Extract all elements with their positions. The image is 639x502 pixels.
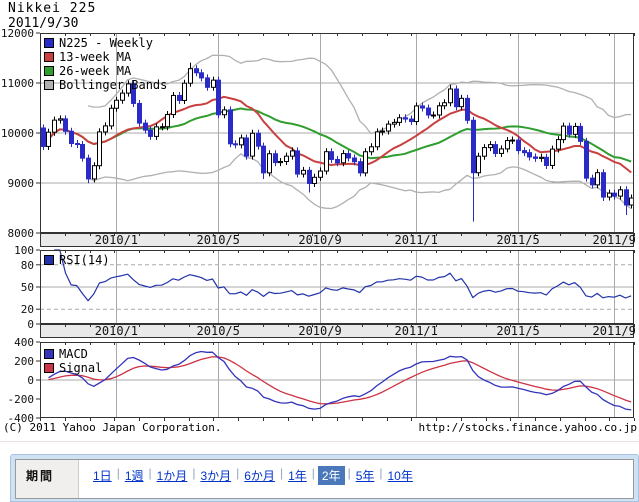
svg-text:2011/5: 2011/5 <box>496 233 539 247</box>
period-option-2年[interactable]: 2年 <box>317 466 345 485</box>
main-legend: N225 - Weekly 13-week MA 26-week MA Boll… <box>44 36 167 92</box>
svg-text:12000: 12000 <box>1 27 34 40</box>
legend-item-ma13: 13-week MA <box>44 50 167 64</box>
period-separator: | <box>236 466 240 480</box>
bollinger-swatch-icon <box>44 80 54 90</box>
svg-text:2010/1: 2010/1 <box>95 324 138 338</box>
svg-text:0: 0 <box>27 318 34 331</box>
svg-text:8000: 8000 <box>8 227 35 240</box>
svg-text:2010/5: 2010/5 <box>197 233 240 247</box>
svg-text:-400: -400 <box>8 412 35 425</box>
ma26-swatch-icon <box>44 66 54 76</box>
period-separator: | <box>148 466 152 480</box>
legend-item-signal: Signal <box>44 361 102 375</box>
period-option-10年[interactable]: 10年 <box>387 469 413 483</box>
svg-text:2010/9: 2010/9 <box>298 233 341 247</box>
period-option-3か月[interactable]: 3か月 <box>200 469 232 483</box>
rsi-legend: RSI(14) <box>44 253 110 267</box>
svg-text:20: 20 <box>21 303 34 316</box>
svg-text:2011/1: 2011/1 <box>395 324 438 338</box>
period-bar: 期間 1日 | 1週 | 1か月 | 3か月 | 6か月 | 1年 | 2年 | 5年 | 10年 <box>10 454 639 502</box>
svg-text:400: 400 <box>14 336 34 349</box>
period-separator: | <box>347 466 351 480</box>
legend-item-n225: N225 - Weekly <box>44 36 167 50</box>
period-inner-box: 期間 1日 | 1週 | 1か月 | 3か月 | 6か月 | 1年 | 2年 | 5年 | 10年 <box>15 459 634 499</box>
legend-label: 13-week MA <box>59 50 132 64</box>
period-separator: | <box>379 466 383 480</box>
legend-label: MACD <box>59 347 88 361</box>
period-label: 期間 <box>16 460 79 498</box>
legend-item-rsi: RSI(14) <box>44 253 110 267</box>
legend-item-macd: MACD <box>44 347 102 361</box>
period-options: 1日 | 1週 | 1か月 | 3か月 | 6か月 | 1年 | 2年 | 5年 | 10年 <box>79 460 415 498</box>
legend-label: N225 - Weekly <box>59 36 153 50</box>
period-option-6か月[interactable]: 6か月 <box>244 469 275 483</box>
svg-text:2011/1: 2011/1 <box>395 233 438 247</box>
period-separator: | <box>192 466 196 480</box>
svg-text:200: 200 <box>14 355 34 368</box>
svg-text:80: 80 <box>21 259 34 272</box>
divider-rule <box>0 441 639 442</box>
legend-label: Signal <box>59 361 103 375</box>
copyright-text: (C) 2011 Yahoo Japan Corporation. <box>3 421 222 434</box>
macd-swatch-icon <box>44 349 54 359</box>
period-separator: | <box>116 466 120 480</box>
svg-text:2010/9: 2010/9 <box>298 324 341 338</box>
legend-item-bollinger: Bollinger Bands <box>44 78 167 92</box>
svg-text:2010/5: 2010/5 <box>197 324 240 338</box>
svg-text:0: 0 <box>27 374 34 387</box>
svg-text:-200: -200 <box>8 393 35 406</box>
svg-text:11000: 11000 <box>1 77 34 90</box>
chart-title: Nikkei 225 <box>8 1 97 16</box>
n225-swatch-icon <box>44 38 54 48</box>
svg-text:2010/1: 2010/1 <box>95 233 138 247</box>
legend-label: RSI(14) <box>59 253 110 267</box>
period-option-1日[interactable]: 1日 <box>93 469 112 483</box>
period-separator: | <box>279 466 284 480</box>
period-option-1か月[interactable]: 1か月 <box>156 469 188 483</box>
period-separator: | <box>311 466 315 480</box>
period-option-5年[interactable]: 5年 <box>355 469 375 483</box>
period-option-1年[interactable]: 1年 <box>288 469 307 483</box>
svg-text:9000: 9000 <box>8 177 35 190</box>
svg-text:10000: 10000 <box>1 127 34 140</box>
svg-text:100: 100 <box>14 244 34 257</box>
svg-text:50: 50 <box>21 281 34 294</box>
ma13-swatch-icon <box>44 52 54 62</box>
legend-item-ma26: 26-week MA <box>44 64 167 78</box>
svg-text:2011/9: 2011/9 <box>593 324 636 338</box>
legend-label: Bollinger Bands <box>59 78 168 92</box>
svg-text:2011/9: 2011/9 <box>593 233 636 247</box>
chart-date: 2011/9/30 <box>8 16 79 31</box>
rsi-swatch-icon <box>44 255 54 265</box>
macd-legend: MACD Signal <box>44 347 102 375</box>
price-chart: 2010/1 2010/5 2010/9 2011/1 2011/5 2011/92010… <box>1 27 636 425</box>
source-url-text: http://stocks.finance.yahoo.co.jp <box>418 421 637 434</box>
svg-text:2011/5: 2011/5 <box>496 324 539 338</box>
period-option-1週[interactable]: 1週 <box>124 469 144 483</box>
legend-label: 26-week MA <box>59 64 132 78</box>
signal-swatch-icon <box>44 363 54 373</box>
